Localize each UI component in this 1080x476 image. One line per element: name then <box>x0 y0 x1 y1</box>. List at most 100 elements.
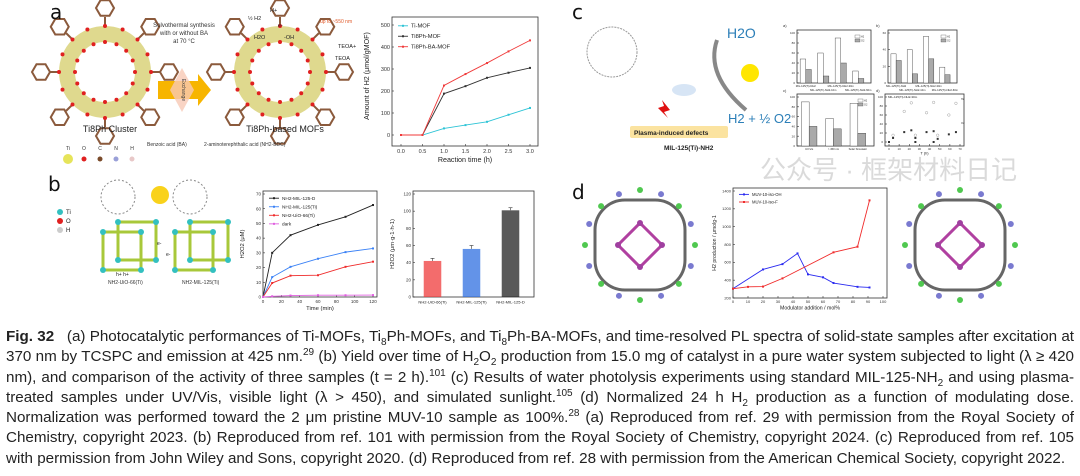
y-tick-label: 40 <box>883 48 887 52</box>
data-point <box>289 265 292 268</box>
data-point <box>762 268 764 271</box>
x-tick-label: 80 <box>851 299 856 304</box>
category-label: MIL-125(Ti)-NH2 <box>796 84 817 88</box>
x-tick-label: 70 <box>836 299 841 304</box>
y-tick-label: 40 <box>792 124 796 128</box>
x-tick-label: 50 <box>938 147 942 151</box>
reaction-label: e- <box>278 23 283 29</box>
synthesis-text: at 70 °C <box>173 39 195 45</box>
chart-b1: 0 10 20 30 40 50 60 70 H2O2 (μM) 0 20 40 60 80 100 120 T… <box>240 190 378 312</box>
y-tick-label: 80 <box>792 41 796 45</box>
caption-text: (d) Normalized 24 h H <box>572 388 743 406</box>
bar-O2 <box>857 133 866 147</box>
y-tick-label: 0 <box>793 81 795 85</box>
x-tick-label: 60 <box>315 299 321 304</box>
legend-label: NH2-MIL-125-D <box>282 196 316 202</box>
caption-sub: 8 <box>381 337 387 349</box>
watermark: 公众号 · 框架材料日记 <box>760 155 1018 185</box>
phenyl-ring <box>140 108 161 127</box>
series-line-NH2-MIL-125(Ti) <box>262 247 374 298</box>
x-tick-label: 60 <box>821 299 826 304</box>
plot-frame <box>391 16 539 147</box>
data-point <box>902 109 906 113</box>
y-tick-label: 0 <box>881 140 883 144</box>
data-point <box>486 62 488 65</box>
plasma-spark-icon <box>658 100 670 118</box>
y-tick-label: 400 <box>381 45 390 51</box>
x-tick-label: 10 <box>746 299 751 304</box>
bar-O2 <box>823 75 830 84</box>
phenyl-ring <box>224 17 245 36</box>
reaction-label: -OH <box>284 35 294 41</box>
atom-legend-dot <box>81 156 87 162</box>
category-label: UV-Vis <box>805 147 814 151</box>
data-point <box>909 101 913 105</box>
caption-sub: 8 <box>501 337 508 349</box>
data-point <box>947 113 951 117</box>
y-axis-label: Amount of H2 (μmol/gMOF) <box>363 32 371 120</box>
x-axis-label: Modulator addition / mol% <box>780 306 840 312</box>
data-point <box>271 251 274 254</box>
plot-frame <box>262 190 378 298</box>
plot-frame <box>732 187 888 299</box>
data-point <box>732 287 734 290</box>
y-tick-label: 0 <box>387 133 390 139</box>
caption-text: production as a function of modulating d… <box>6 388 1074 427</box>
bar-H2 <box>825 118 834 147</box>
atom-legend-label: H <box>130 146 134 152</box>
data-point <box>507 50 510 53</box>
data-point <box>372 294 374 297</box>
figure-caption: Fig. 32 (a) Photocatalytic performances … <box>6 327 1074 469</box>
legend-marker <box>743 193 745 196</box>
plot-frame <box>884 93 965 147</box>
legend-label: O2 <box>864 104 868 107</box>
caption-sub: 2 <box>490 357 497 369</box>
series-line-MUV-10-iso-OH <box>732 252 870 290</box>
caption-text: O <box>479 348 491 366</box>
x-tick-label: 100 <box>880 299 887 304</box>
x-tick-label: 60 <box>948 147 952 151</box>
y-tick-label: 40 <box>880 122 884 126</box>
data-point <box>262 296 264 298</box>
data-point <box>317 294 319 297</box>
atom-legend-label: H <box>66 228 70 234</box>
y-axis-label: H2O2 (μM) <box>240 229 246 258</box>
data-point <box>507 113 510 116</box>
data-point <box>947 133 950 136</box>
reaction-label: H+ <box>270 8 277 14</box>
atom-legend-dot <box>63 154 73 164</box>
y-tick-label: 50 <box>256 221 262 226</box>
data-point <box>903 131 906 134</box>
y-tick-label: 600 <box>724 260 731 265</box>
x-tick-label: 70 <box>958 147 962 151</box>
x-tick-label: 40 <box>791 299 796 304</box>
legend-label: Ti8Ph-BA-MOF <box>411 45 451 51</box>
data-point <box>289 234 292 237</box>
bar <box>423 260 442 297</box>
y-tick-label: 1400 <box>722 188 732 193</box>
phenyl-ring <box>49 17 70 36</box>
legend-swatch <box>857 98 864 103</box>
panel-label-a: a <box>50 0 63 24</box>
series-label: O2 <box>961 122 965 125</box>
figure-panels: Ti8Ph Cluster Ti8Ph-based MOFs Solvotherma… <box>30 0 1018 312</box>
phenyl-ring <box>224 108 245 127</box>
legend-label: O2 <box>861 40 865 43</box>
category-label: Solar Simulator <box>849 147 867 151</box>
legend-marker <box>273 205 275 208</box>
bar-O2 <box>808 126 818 147</box>
x-tick-label: 0.0 <box>397 149 405 155</box>
atom-legend-dot <box>57 209 63 215</box>
mil125-framework <box>172 179 231 273</box>
x-tick-label: 40 <box>297 299 303 304</box>
phenyl-ring <box>315 108 336 127</box>
legend-marker <box>273 222 275 225</box>
chart-c_a: 020406080100MIL-125(Ti)-NH2MIL-125(Ti)-N… <box>790 29 872 92</box>
x-tick-label: 20 <box>279 299 285 304</box>
y-tick-label: 0 <box>408 295 411 300</box>
reaction-label: TEOA+ <box>338 44 356 50</box>
data-point <box>271 276 274 279</box>
mof-label: Ti8Ph-based MOFs <box>246 124 324 134</box>
series-line-NH2-MIL-125-D <box>262 204 374 298</box>
